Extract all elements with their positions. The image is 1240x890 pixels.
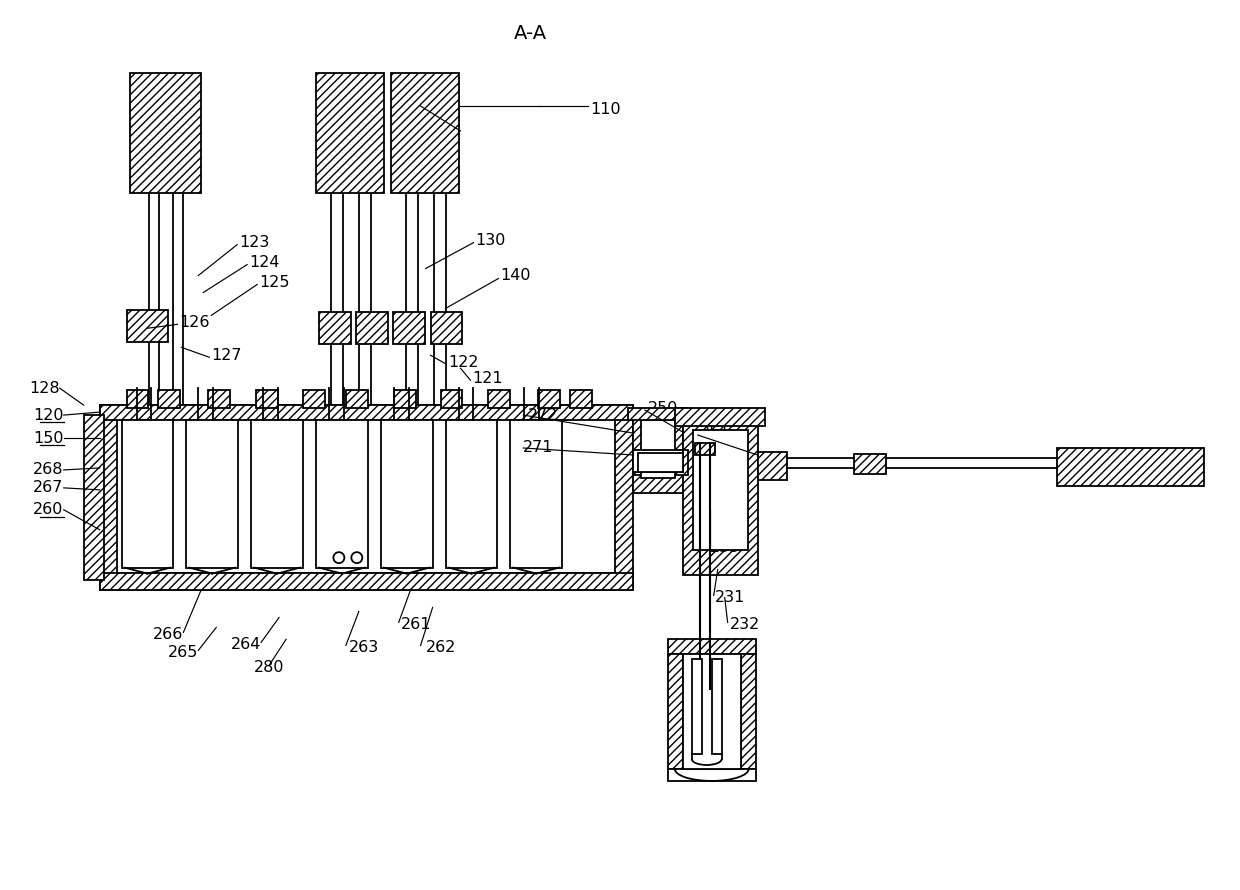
Text: 125: 125 [259, 275, 290, 290]
Bar [668, 639, 755, 654]
Bar [668, 769, 755, 781]
Bar [117, 418, 615, 572]
Text: 128: 128 [29, 381, 60, 396]
Bar [99, 572, 632, 589]
Bar [637, 453, 683, 472]
Bar [122, 420, 174, 568]
Text: 271: 271 [523, 441, 554, 456]
Bar [632, 450, 683, 472]
Text: 250: 250 [649, 400, 678, 416]
Bar [675, 409, 765, 426]
Bar [430, 312, 463, 344]
Bar [692, 659, 702, 754]
Text: 262: 262 [425, 640, 456, 655]
Bar [303, 390, 325, 409]
Bar [740, 654, 755, 769]
Bar [758, 452, 787, 480]
Text: 150: 150 [33, 431, 63, 446]
Text: 268: 268 [33, 463, 63, 477]
Text: 124: 124 [249, 255, 280, 270]
Text: 263: 263 [348, 640, 379, 655]
Bar [632, 450, 688, 475]
Bar [511, 420, 562, 568]
Text: 264: 264 [231, 637, 262, 651]
Bar [694, 443, 714, 455]
Bar [252, 420, 303, 568]
Bar [683, 420, 758, 575]
Bar [99, 405, 632, 589]
Bar [538, 390, 560, 409]
Bar [693, 430, 748, 550]
Bar [440, 390, 463, 409]
Text: 140: 140 [501, 268, 531, 283]
Text: 122: 122 [449, 355, 479, 369]
Bar [712, 659, 722, 754]
Text: 280: 280 [254, 659, 284, 675]
Text: 267: 267 [33, 481, 63, 496]
Bar [346, 390, 368, 409]
Bar [83, 415, 104, 579]
Bar [319, 312, 351, 344]
Bar [627, 409, 688, 420]
Text: 120: 120 [33, 408, 63, 423]
Text: 272: 272 [528, 408, 559, 423]
Bar [129, 73, 201, 193]
Bar [445, 420, 497, 568]
Text: 123: 123 [239, 235, 269, 250]
Bar [316, 420, 368, 568]
Bar [391, 73, 459, 193]
Text: 127: 127 [211, 348, 242, 363]
Text: 261: 261 [401, 617, 432, 632]
Bar [489, 390, 511, 409]
Bar [257, 390, 278, 409]
Text: 110: 110 [590, 101, 621, 117]
Bar [632, 413, 683, 493]
Bar [208, 390, 231, 409]
Bar [126, 311, 169, 343]
Bar [570, 390, 591, 409]
Bar [159, 390, 180, 409]
Bar [668, 654, 683, 769]
Bar [381, 420, 433, 568]
Bar [126, 390, 149, 409]
Bar [99, 405, 632, 420]
Text: 233: 233 [709, 540, 740, 555]
Text: 251: 251 [699, 425, 730, 440]
Text: 232: 232 [729, 617, 760, 632]
Text: 260: 260 [33, 502, 63, 517]
Text: 265: 265 [167, 645, 198, 659]
Text: 231: 231 [714, 590, 745, 605]
Bar [854, 454, 887, 473]
Text: 130: 130 [475, 233, 506, 248]
Bar [1056, 448, 1204, 486]
Bar [356, 312, 388, 344]
Bar [394, 390, 415, 409]
Text: 266: 266 [153, 627, 184, 642]
Text: 121: 121 [472, 371, 503, 385]
Text: 126: 126 [180, 315, 210, 330]
Bar [641, 420, 675, 478]
Bar [186, 420, 238, 568]
Bar [316, 73, 383, 193]
Bar [683, 654, 740, 769]
Text: A-A: A-A [513, 24, 547, 43]
Bar [393, 312, 424, 344]
